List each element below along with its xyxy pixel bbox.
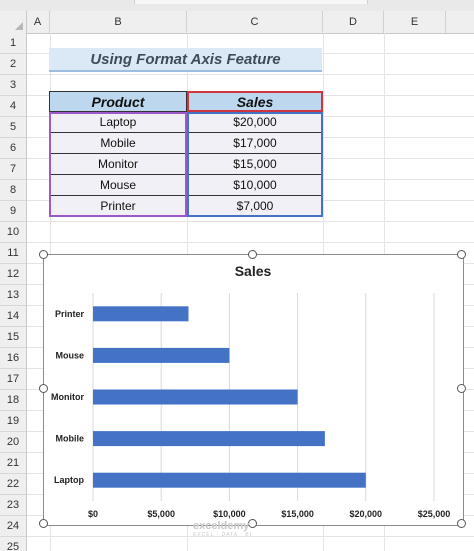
product-cell[interactable]: Monitor xyxy=(49,154,187,175)
category-label: Mobile xyxy=(56,434,85,444)
x-tick-label: $5,000 xyxy=(147,509,175,519)
row-header[interactable]: 1 xyxy=(0,33,26,54)
bar xyxy=(93,472,366,488)
resize-handle-right[interactable] xyxy=(457,384,466,393)
resize-handle-top-left[interactable] xyxy=(39,250,48,259)
watermark-logo: exceldemy EXCEL · DATA · BI xyxy=(193,520,252,538)
column-header-b[interactable]: B xyxy=(50,11,187,33)
sales-cell[interactable]: $17,000 xyxy=(187,133,323,154)
resize-handle-top[interactable] xyxy=(248,250,257,259)
row-header[interactable]: 8 xyxy=(0,180,26,201)
chart-plot: Sales $0 $5,000 $10,000 $15,000 $20,000 $25,00… xyxy=(51,263,451,519)
row-header[interactable]: 20 xyxy=(0,432,26,453)
bar xyxy=(93,347,230,363)
category-label: Printer xyxy=(55,309,85,319)
row-gridline xyxy=(27,74,474,75)
category-label: Mouse xyxy=(55,350,84,360)
row-gridline xyxy=(27,242,474,243)
row-gridline xyxy=(27,536,474,537)
row-header[interactable]: 6 xyxy=(0,138,26,159)
x-tick-label: $15,000 xyxy=(281,509,314,519)
row-header[interactable]: 19 xyxy=(0,411,26,432)
row-header[interactable]: 17 xyxy=(0,369,26,390)
row-header[interactable]: 13 xyxy=(0,285,26,306)
row-header[interactable]: 22 xyxy=(0,474,26,495)
header-product[interactable]: Product xyxy=(49,91,187,112)
row-gridline xyxy=(27,221,474,222)
column-header-a[interactable]: A xyxy=(26,11,50,33)
resize-handle-bottom[interactable] xyxy=(248,519,257,528)
row-header[interactable]: 3 xyxy=(0,75,26,96)
row-header[interactable]: 21 xyxy=(0,453,26,474)
column-header-d[interactable]: D xyxy=(323,11,384,33)
category-range-highlight xyxy=(49,112,187,217)
x-tick-label: $25,000 xyxy=(418,509,451,519)
row-header[interactable]: 16 xyxy=(0,348,26,369)
resize-handle-left[interactable] xyxy=(39,384,48,393)
sales-bar-chart[interactable]: Sales $0 $5,000 $10,000 $15,000 $20,000 $25,00… xyxy=(43,254,464,526)
watermark-name: exceldemy xyxy=(193,520,250,532)
row-header[interactable]: 5 xyxy=(0,117,26,138)
ribbon-edge xyxy=(0,0,474,11)
row-header[interactable]: 18 xyxy=(0,390,26,411)
bar xyxy=(93,306,189,322)
column-header-c[interactable]: C xyxy=(187,11,323,33)
category-label: Laptop xyxy=(54,475,84,485)
x-tick-label: $10,000 xyxy=(213,509,246,519)
sales-cell[interactable]: $15,000 xyxy=(187,154,323,175)
bar xyxy=(93,431,325,447)
select-all-corner[interactable] xyxy=(0,11,27,33)
resize-handle-bottom-right[interactable] xyxy=(457,519,466,528)
row-header[interactable]: 25 xyxy=(0,537,26,551)
row-header[interactable]: 7 xyxy=(0,159,26,180)
sheet-title-cell[interactable]: Using Format Axis Feature xyxy=(49,48,322,72)
row-headers: 1 2 3 4 5 6 7 8 9 10 11 12 13 14 15 16 17 18 19 20 21 22 23 24 2… xyxy=(0,33,27,551)
column-headers: A B C D E xyxy=(0,11,474,34)
row-header[interactable]: 24 xyxy=(0,516,26,537)
chart-title: Sales xyxy=(235,263,272,279)
product-cell[interactable]: Laptop xyxy=(49,112,187,133)
watermark-tagline: EXCEL · DATA · BI xyxy=(193,532,253,538)
sales-cell[interactable]: $20,000 xyxy=(187,112,323,133)
values-range-highlight xyxy=(187,112,323,217)
row-header[interactable]: 10 xyxy=(0,222,26,243)
product-cell[interactable]: Mouse xyxy=(49,175,187,196)
sales-cell[interactable]: $10,000 xyxy=(187,175,323,196)
row-header[interactable]: 2 xyxy=(0,54,26,75)
x-tick-label: $0 xyxy=(88,509,98,519)
category-label: Monitor xyxy=(51,392,84,402)
column-header-e[interactable]: E xyxy=(384,11,446,33)
formula-bar-edge xyxy=(134,0,368,4)
product-cell[interactable]: Mobile xyxy=(49,133,187,154)
row-header[interactable]: 11 xyxy=(0,243,26,264)
row-header[interactable]: 12 xyxy=(0,264,26,285)
row-header[interactable]: 15 xyxy=(0,327,26,348)
row-header[interactable]: 9 xyxy=(0,201,26,222)
product-cell[interactable]: Printer xyxy=(49,196,187,217)
series-name-range-highlight xyxy=(187,91,323,112)
row-header[interactable]: 4 xyxy=(0,96,26,117)
resize-handle-bottom-left[interactable] xyxy=(39,519,48,528)
resize-handle-top-right[interactable] xyxy=(457,250,466,259)
bar xyxy=(93,389,298,405)
row-header[interactable]: 14 xyxy=(0,306,26,327)
row-header[interactable]: 23 xyxy=(0,495,26,516)
x-tick-label: $20,000 xyxy=(350,509,383,519)
